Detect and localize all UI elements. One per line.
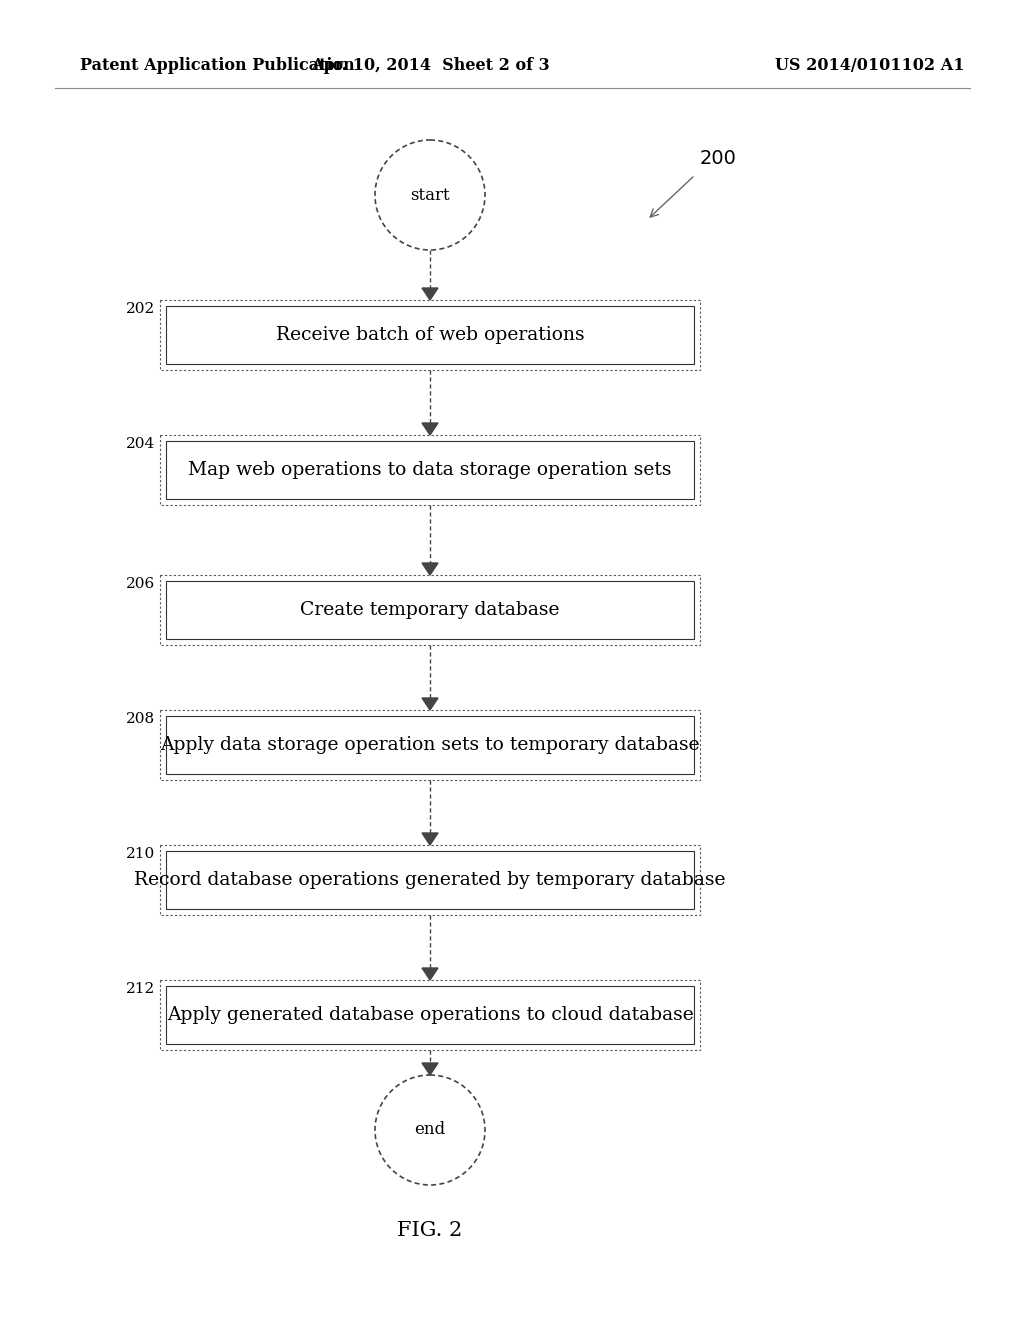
Polygon shape [422,968,438,979]
Text: 210: 210 [126,847,155,861]
Polygon shape [422,833,438,845]
Text: Apr. 10, 2014  Sheet 2 of 3: Apr. 10, 2014 Sheet 2 of 3 [310,57,549,74]
Bar [166,851,694,909]
Bar [160,576,700,645]
Text: 206: 206 [126,577,155,591]
Polygon shape [422,698,438,710]
Text: Apply data storage operation sets to temporary database: Apply data storage operation sets to tem… [160,737,699,754]
Bar [166,715,694,774]
Text: Record database operations generated by temporary database: Record database operations generated by … [134,871,726,888]
Text: Patent Application Publication: Patent Application Publication [80,57,354,74]
Bar [160,300,700,370]
Text: FIG. 2: FIG. 2 [397,1221,463,1239]
Text: 204: 204 [126,437,155,451]
Bar [166,441,694,499]
Bar [160,979,700,1049]
Text: US 2014/0101102 A1: US 2014/0101102 A1 [775,57,965,74]
Bar [160,436,700,506]
Bar [166,581,694,639]
Polygon shape [422,564,438,576]
Text: 200: 200 [700,149,737,168]
Bar [166,306,694,364]
Text: Receive batch of web operations: Receive batch of web operations [275,326,585,345]
Text: Apply generated database operations to cloud database: Apply generated database operations to c… [167,1006,693,1024]
Polygon shape [422,422,438,436]
Text: 212: 212 [126,982,155,997]
Bar [166,986,694,1044]
Text: start: start [411,186,450,203]
Text: end: end [415,1122,445,1138]
Text: 202: 202 [126,302,155,315]
Bar [160,845,700,915]
Bar [160,710,700,780]
Polygon shape [422,1063,438,1074]
Text: Create temporary database: Create temporary database [300,601,560,619]
Text: 208: 208 [126,711,155,726]
Text: Map web operations to data storage operation sets: Map web operations to data storage opera… [188,461,672,479]
Polygon shape [422,288,438,300]
